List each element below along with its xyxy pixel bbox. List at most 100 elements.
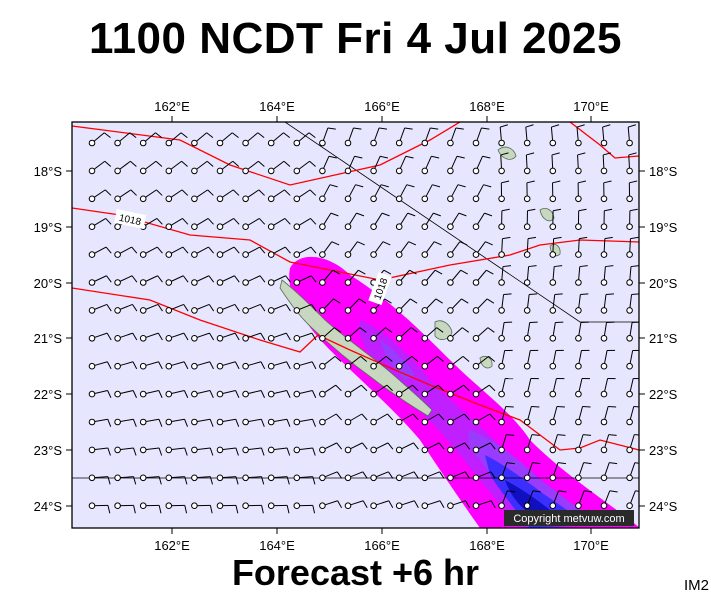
wind-barb-station xyxy=(370,418,377,426)
lat-label: 24°S xyxy=(649,499,678,514)
wind-barb-feather xyxy=(133,447,137,456)
wind-barb-station xyxy=(319,251,326,258)
lat-label: 24°S xyxy=(34,499,63,514)
wind-barb-feather xyxy=(461,298,469,304)
wind-barb-feather xyxy=(487,327,495,333)
wind-barb-feather xyxy=(311,361,317,370)
wind-barb-station xyxy=(370,502,377,510)
wind-barb-station xyxy=(575,335,582,342)
wind-barb-station xyxy=(216,139,224,147)
lat-label: 23°S xyxy=(34,443,63,458)
wind-barb-station xyxy=(139,335,147,342)
wind-barb-station xyxy=(523,418,531,426)
wind-barb-station xyxy=(88,474,96,482)
wind-barb-station xyxy=(523,167,531,175)
lat-label: 19°S xyxy=(649,220,678,235)
wind-barb-feather xyxy=(207,189,214,196)
wind-barb-feather xyxy=(235,505,239,514)
wind-barb-station xyxy=(600,418,608,426)
wind-barb-station xyxy=(472,502,480,510)
wind-barb-feather xyxy=(133,505,136,514)
wind-barb-station xyxy=(472,251,480,258)
wind-barb-station xyxy=(293,195,301,203)
wind-barb-station xyxy=(395,446,403,454)
wind-barb-station xyxy=(447,307,454,314)
wind-barb-feather xyxy=(465,500,471,508)
wind-barb-feather xyxy=(358,298,367,304)
wind-barb-station xyxy=(600,390,608,398)
wind-barb-feather xyxy=(380,184,389,188)
wind-barb-feather xyxy=(182,218,189,225)
wind-barb-station xyxy=(498,307,505,314)
wind-barb-feather xyxy=(310,218,317,225)
wind-barb-feather xyxy=(337,500,343,508)
wind-barb-feather xyxy=(208,275,215,283)
wind-barb-station xyxy=(421,139,429,147)
wind-barb-feather xyxy=(608,434,617,436)
wind-barb-station xyxy=(523,195,531,203)
copyright-box: Copyright metvuw.com xyxy=(504,510,634,526)
wind-barb-feather xyxy=(334,355,342,362)
wind-barb-feather xyxy=(405,155,414,159)
wind-barb-station xyxy=(191,446,198,454)
wind-barb-station xyxy=(88,223,96,230)
wind-barb-station xyxy=(447,251,454,258)
wind-barb-feather xyxy=(208,304,215,312)
svg-text:1018: 1018 xyxy=(118,213,142,228)
wind-barb-station xyxy=(472,223,480,230)
wind-barb-station xyxy=(395,195,403,203)
wind-barb-feather xyxy=(131,275,138,283)
wind-barb-station xyxy=(267,223,275,230)
wind-barb-feather xyxy=(406,184,415,188)
wind-barb-station xyxy=(600,502,608,510)
wind-barb-station xyxy=(549,307,557,314)
wind-barb-feather xyxy=(578,180,587,184)
wind-barb-station xyxy=(549,418,557,426)
wind-barb-station xyxy=(139,390,147,398)
wind-barb-station xyxy=(319,139,326,147)
map-frame xyxy=(71,121,640,529)
wind-barb-feather xyxy=(438,442,445,450)
wind-barb-feather xyxy=(605,293,614,296)
wind-barb-station xyxy=(344,195,352,203)
wind-barb-feather xyxy=(106,275,112,283)
lon-labels-bottom: 162°E 164°E 166°E 168°E 170°E xyxy=(154,538,609,553)
wind-barb-station xyxy=(395,307,403,314)
wind-barb-station xyxy=(523,502,531,510)
wind-barb-feather xyxy=(157,275,163,283)
wind-barb-feather xyxy=(605,265,614,268)
wind-barb-feather xyxy=(356,212,365,217)
wind-barb-feather xyxy=(383,269,392,275)
wind-barb-feather xyxy=(283,132,291,139)
wind-barb-feather xyxy=(362,471,368,479)
wind-barb-station xyxy=(498,418,505,426)
wind-barb-feather xyxy=(232,160,240,167)
wind-barb-feather xyxy=(132,332,138,341)
wind-barb-station xyxy=(421,418,429,426)
wind-barb-feather xyxy=(629,208,638,212)
wind-barb-feather xyxy=(310,275,317,283)
wind-barb-station xyxy=(344,446,352,454)
wind-barb-station xyxy=(319,446,326,454)
wind-barb-feather xyxy=(387,442,394,450)
wind-barb-feather xyxy=(456,155,465,159)
wind-barb-station xyxy=(293,279,301,286)
wind-barb-station xyxy=(370,167,377,175)
wind-barb-feather xyxy=(408,241,417,246)
wind-barb-station xyxy=(498,335,505,342)
wind-barb-feather xyxy=(183,390,189,398)
wind-barb-station xyxy=(165,307,173,314)
wind-barb-station xyxy=(344,251,352,258)
wind-barb-station xyxy=(600,195,608,203)
wind-barb-feather xyxy=(482,155,491,159)
wind-barb-station xyxy=(447,139,454,147)
wind-barb-feather xyxy=(380,155,389,159)
wind-barb-station xyxy=(114,362,121,370)
wind-barb-station xyxy=(191,195,198,203)
wind-barb-station xyxy=(216,251,224,258)
lat-labels-left: 18°S 19°S 20°S 21°S 22°S 23°S 24°S xyxy=(34,164,63,514)
wind-barb-feather xyxy=(132,419,137,427)
wind-barb-station xyxy=(242,446,249,454)
wind-barb-station xyxy=(139,139,147,147)
wind-barb-feather xyxy=(286,361,291,370)
